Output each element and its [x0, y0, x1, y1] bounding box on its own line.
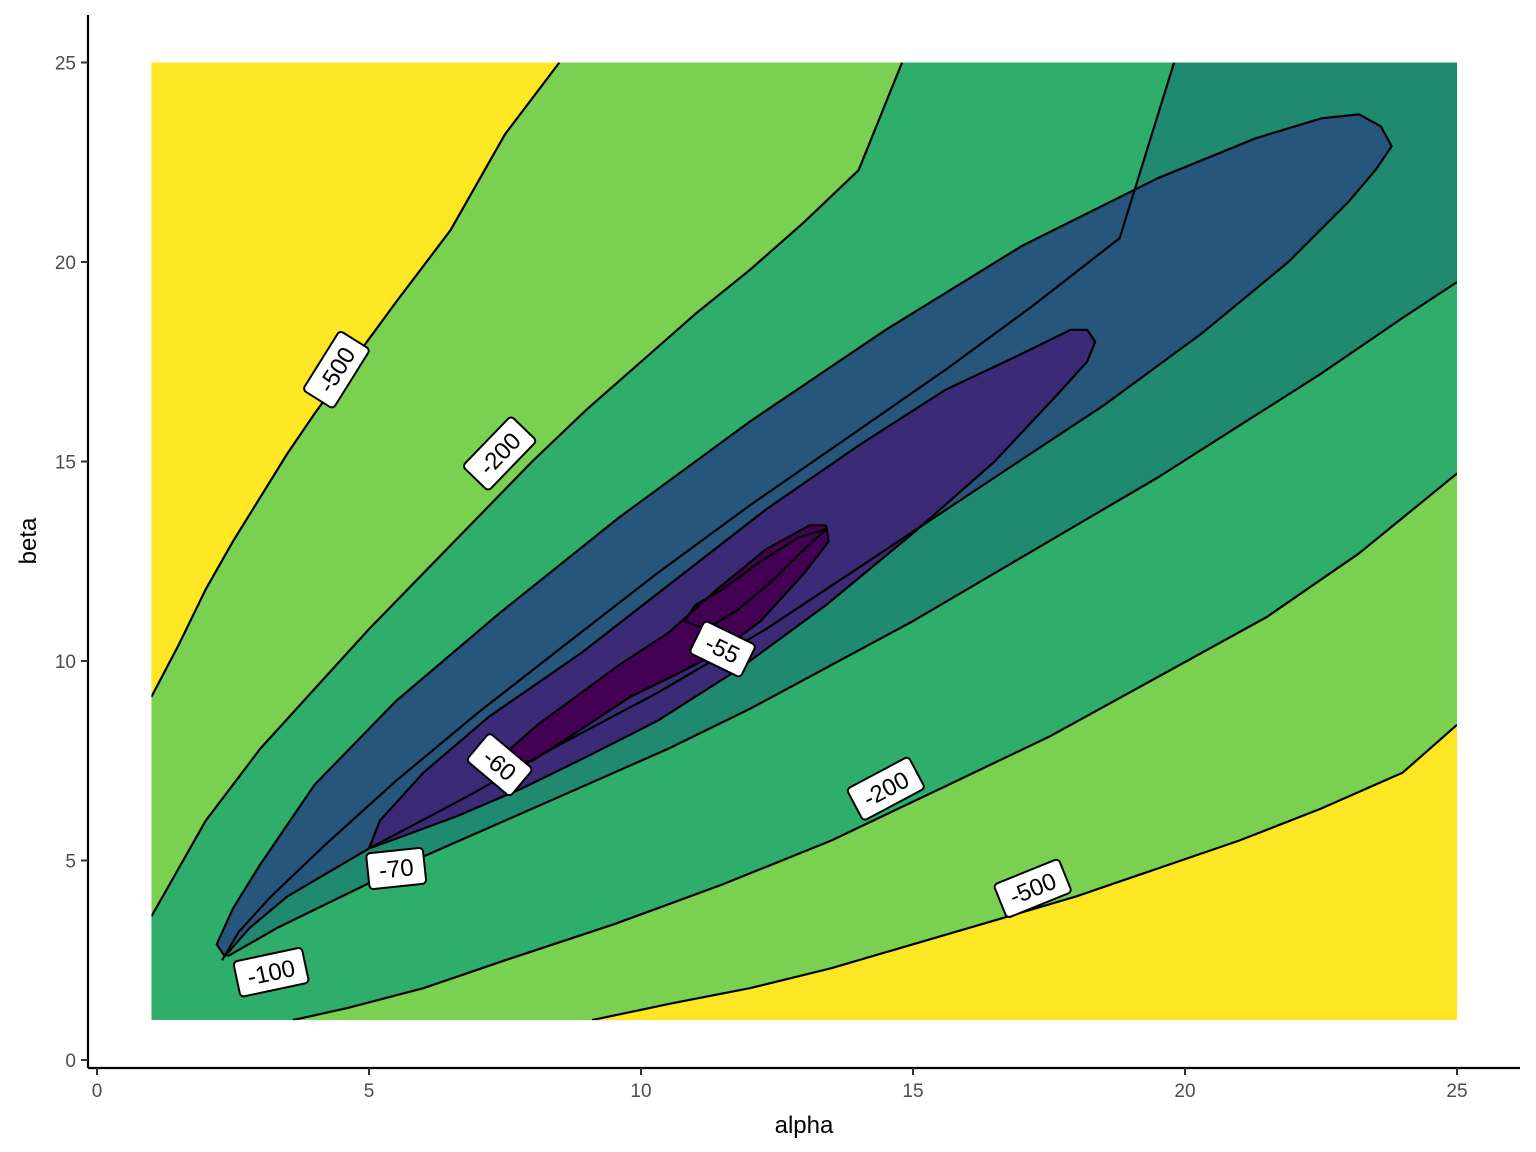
- contour-fills: [151, 62, 1457, 1021]
- band-center: [684, 529, 826, 630]
- y-tick-label: 15: [55, 453, 76, 474]
- x-tick-label: 0: [92, 1081, 103, 1102]
- contour-line-5: [503, 524, 830, 766]
- contour-line-6: [683, 528, 828, 631]
- y-tick-label: 5: [65, 852, 76, 873]
- y-axis-title: beta: [15, 517, 42, 564]
- contour-line-3: [215, 113, 1393, 958]
- contour-line-1: [151, 62, 904, 917]
- contour-label-5: -70: [365, 847, 428, 890]
- contour-line-7: [292, 472, 1457, 1021]
- x-tick-label: 25: [1446, 1081, 1467, 1102]
- contour-lines: [151, 62, 1457, 1021]
- y-tick-label: 20: [55, 253, 76, 274]
- x-tick-label: 10: [630, 1081, 651, 1102]
- x-axis-title: alpha: [775, 1112, 834, 1139]
- x-tick-label: 15: [902, 1081, 923, 1102]
- x-tick-label: 20: [1174, 1081, 1195, 1102]
- contour-label-7: -100: [232, 947, 310, 998]
- y-tick-label: 0: [65, 1051, 76, 1072]
- contour-line-4: [367, 328, 1097, 850]
- contour-line-2: [221, 62, 1176, 961]
- y-tick-label: 25: [55, 54, 76, 75]
- contour-line-8: [591, 723, 1457, 1021]
- band-500-lower: [592, 724, 1457, 1021]
- contour-line-0: [151, 62, 561, 698]
- x-tick-label: 5: [364, 1081, 375, 1102]
- plot-area: [151, 62, 1457, 1021]
- axes: 0 5 10 15 20 25 0 5 10 15 20 25: [55, 15, 1520, 1102]
- band-500-upper: [151, 62, 560, 697]
- y-tick-label: 10: [55, 652, 76, 673]
- contour-label-text: -70: [378, 854, 415, 884]
